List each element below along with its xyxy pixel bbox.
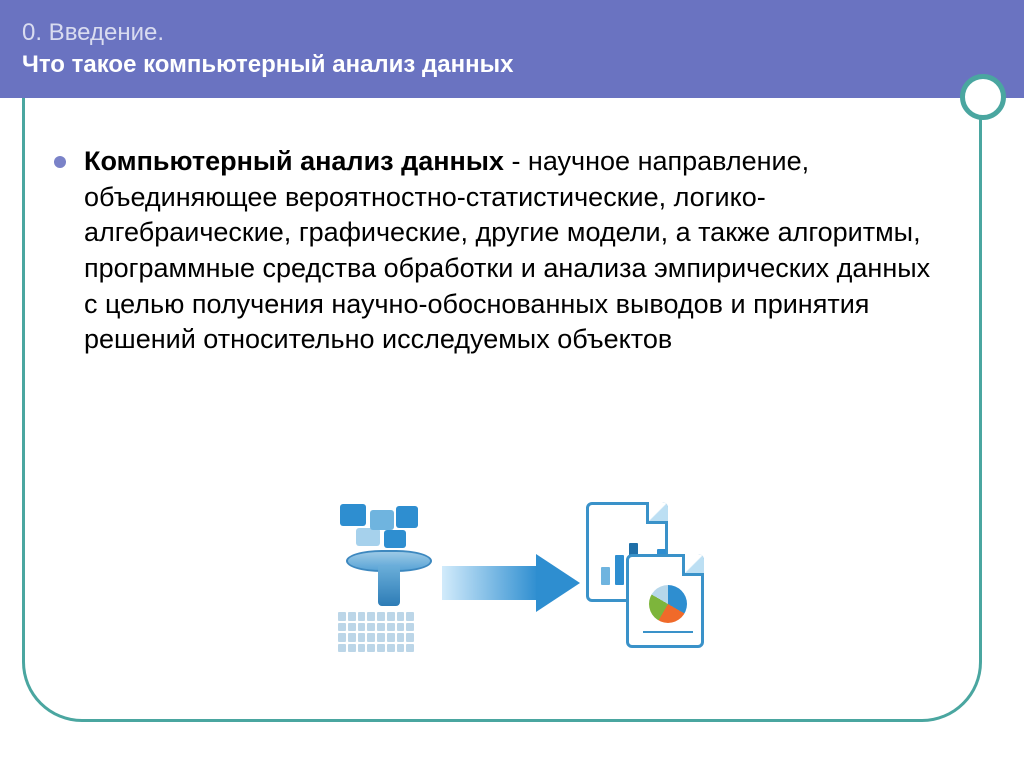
mini-underline — [643, 631, 693, 633]
bullet-bold-lead: Компьютерный анализ данных — [84, 146, 504, 176]
bullet-dot-icon — [54, 156, 66, 168]
slide-title-band: 0. Введение. Что такое компьютерный анал… — [0, 0, 1024, 98]
slide-title-line1: 0. Введение. — [22, 17, 1024, 49]
data-grid-icon — [338, 612, 414, 652]
paper-bit-icon — [396, 506, 418, 528]
paper-bit-icon — [370, 510, 394, 530]
paper-bit-icon — [384, 530, 406, 548]
paper-bit-icon — [340, 504, 366, 526]
arrow-shaft — [442, 566, 538, 600]
page-fold-icon — [682, 554, 704, 576]
corner-ornament-circle — [960, 74, 1006, 120]
funnel-stem-icon — [378, 566, 400, 606]
arrow-head — [536, 554, 580, 612]
paper-bit-icon — [356, 528, 380, 546]
report-doc-piechart-icon — [626, 554, 704, 648]
data-flow-illustration — [330, 496, 710, 666]
mini-pie-chart-icon — [649, 585, 687, 623]
bullet-paragraph: Компьютерный анализ данных - научное нап… — [84, 144, 938, 358]
slide: 0. Введение. Что такое компьютерный анал… — [0, 0, 1024, 767]
input-data-funnel-icon — [330, 504, 450, 624]
arrow-right-icon — [442, 554, 582, 612]
slide-title-line2: Что такое компьютерный анализ данных — [22, 49, 1024, 81]
page-fold-icon — [646, 502, 668, 524]
bullet-rest-text: - научное направление, объединяющее веро… — [84, 146, 930, 354]
